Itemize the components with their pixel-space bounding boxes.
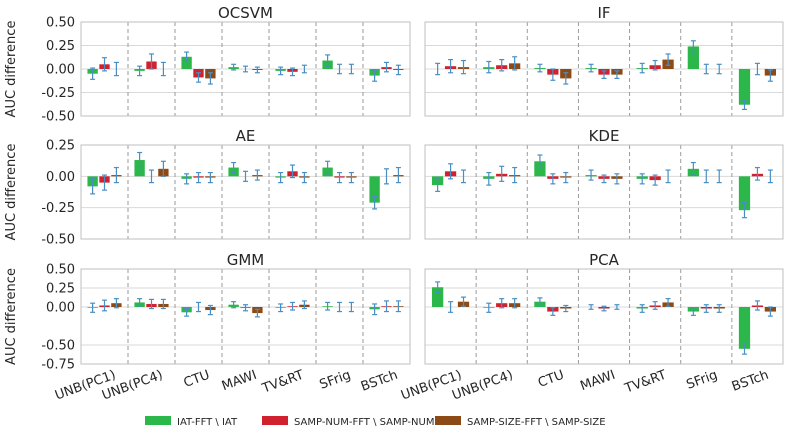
legend-swatch-iat bbox=[145, 416, 171, 425]
x-tick-label: TV&RT bbox=[259, 368, 306, 397]
y-tick-label: -0.50 bbox=[41, 233, 75, 248]
y-tick-label: 0.50 bbox=[46, 263, 75, 278]
legend-label-num: SAMP-NUM-FFT \ SAMP-NUM bbox=[294, 417, 434, 428]
panel-frame bbox=[80, 268, 411, 365]
bar-iat bbox=[181, 56, 192, 69]
y-tick-label: -0.50 bbox=[41, 339, 75, 354]
bar-iat bbox=[534, 161, 546, 177]
panel-frame bbox=[80, 144, 411, 240]
y-tick-label: 0.50 bbox=[46, 16, 75, 31]
y-tick-label: -0.75 bbox=[41, 358, 75, 373]
x-tick-label: CTU bbox=[182, 368, 212, 391]
panel-frame bbox=[424, 21, 784, 117]
panel-title: OCSVM bbox=[218, 4, 273, 22]
bar-iat bbox=[738, 176, 751, 211]
y-tick-label: -0.25 bbox=[41, 86, 75, 101]
y-tick-label: 0.25 bbox=[46, 282, 75, 297]
legend-swatch-size bbox=[435, 416, 461, 425]
panel-title: IF bbox=[597, 4, 610, 22]
panel-title: AE bbox=[236, 127, 256, 145]
x-tick-label: SFrig bbox=[318, 368, 353, 393]
x-tick-label: BSTch bbox=[730, 368, 771, 395]
bar-iat bbox=[432, 287, 444, 307]
panel-frame bbox=[424, 268, 784, 365]
y-tick-label: -0.25 bbox=[41, 201, 75, 216]
y-axis-label: AUC difference bbox=[4, 144, 19, 241]
y-axis-label: AUC difference bbox=[4, 21, 19, 118]
bar-iat bbox=[134, 160, 145, 177]
x-tick-label: MAWI bbox=[578, 368, 617, 394]
panel-frame bbox=[424, 144, 784, 240]
x-tick-label: MAWI bbox=[220, 368, 259, 394]
x-tick-label: CTU bbox=[536, 368, 566, 391]
y-tick-label: 0.25 bbox=[46, 39, 75, 54]
bar-iat bbox=[738, 69, 751, 105]
x-tick-label: BSTch bbox=[359, 368, 400, 395]
x-tick-label: SFrig bbox=[684, 368, 719, 393]
bar-iat bbox=[369, 176, 380, 203]
legend-label-iat: IAT-FFT \ IAT bbox=[177, 417, 238, 428]
x-tick-label: TV&RT bbox=[622, 368, 669, 397]
panel-frame bbox=[80, 21, 411, 117]
y-tick-label: 0.00 bbox=[46, 170, 75, 185]
legend-label-size: SAMP-SIZE-FFT \ SAMP-SIZE bbox=[467, 417, 606, 428]
y-tick-label: 0.25 bbox=[46, 139, 75, 154]
bar-iat bbox=[687, 46, 699, 69]
panel-title: KDE bbox=[589, 127, 620, 145]
y-axis-label: AUC difference bbox=[4, 268, 19, 365]
y-tick-label: 0.00 bbox=[46, 63, 75, 78]
panel-title: PCA bbox=[589, 251, 620, 269]
bar-iat bbox=[738, 307, 751, 349]
y-tick-label: 0.00 bbox=[46, 301, 75, 316]
panel-title: GMM bbox=[227, 251, 265, 269]
legend-swatch-num bbox=[262, 416, 288, 425]
y-tick-label: -0.50 bbox=[41, 110, 75, 125]
